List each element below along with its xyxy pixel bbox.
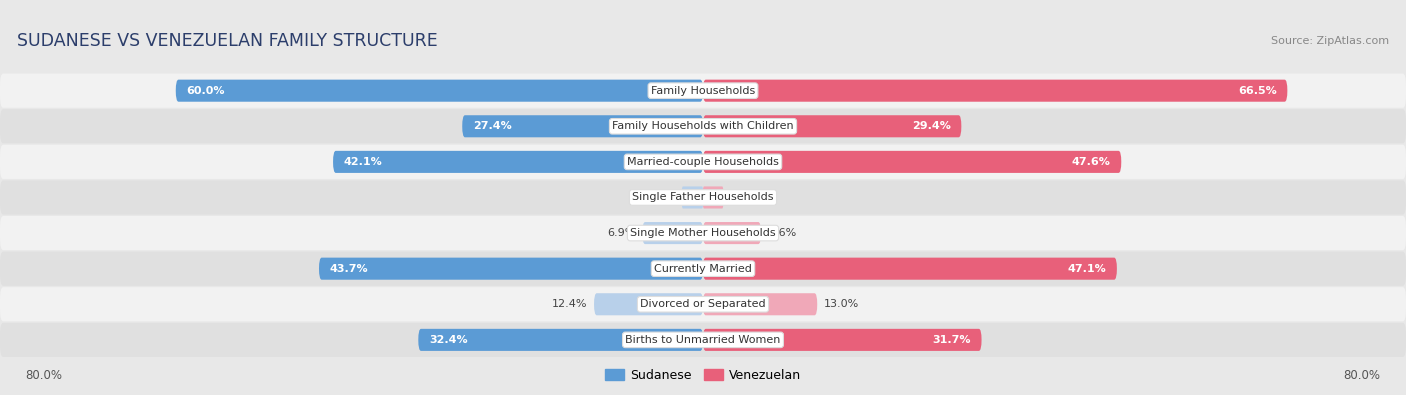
FancyBboxPatch shape (0, 109, 1406, 143)
Text: Married-couple Households: Married-couple Households (627, 157, 779, 167)
Text: 42.1%: 42.1% (343, 157, 382, 167)
FancyBboxPatch shape (703, 222, 761, 244)
Text: Births to Unmarried Women: Births to Unmarried Women (626, 335, 780, 345)
Text: Family Households with Children: Family Households with Children (612, 121, 794, 131)
Text: Single Father Households: Single Father Households (633, 192, 773, 203)
FancyBboxPatch shape (703, 186, 723, 209)
Text: 27.4%: 27.4% (472, 121, 512, 131)
Text: 60.0%: 60.0% (187, 86, 225, 96)
FancyBboxPatch shape (0, 181, 1406, 214)
Legend: Sudanese, Venezuelan: Sudanese, Venezuelan (600, 364, 806, 387)
Text: 32.4%: 32.4% (429, 335, 467, 345)
FancyBboxPatch shape (463, 115, 703, 137)
Text: 29.4%: 29.4% (912, 121, 950, 131)
FancyBboxPatch shape (0, 216, 1406, 250)
FancyBboxPatch shape (703, 151, 1122, 173)
Text: 47.6%: 47.6% (1071, 157, 1111, 167)
FancyBboxPatch shape (0, 323, 1406, 357)
Text: 6.6%: 6.6% (768, 228, 796, 238)
Text: 6.9%: 6.9% (607, 228, 636, 238)
Text: 80.0%: 80.0% (25, 369, 62, 382)
FancyBboxPatch shape (0, 73, 1406, 108)
FancyBboxPatch shape (419, 329, 703, 351)
FancyBboxPatch shape (0, 287, 1406, 322)
Text: Family Households: Family Households (651, 86, 755, 96)
FancyBboxPatch shape (0, 145, 1406, 179)
Text: Source: ZipAtlas.com: Source: ZipAtlas.com (1271, 36, 1389, 46)
Text: Single Mother Households: Single Mother Households (630, 228, 776, 238)
Text: 31.7%: 31.7% (932, 335, 972, 345)
Text: 2.4%: 2.4% (647, 192, 675, 203)
FancyBboxPatch shape (703, 80, 1288, 102)
FancyBboxPatch shape (703, 329, 981, 351)
Text: 47.1%: 47.1% (1067, 264, 1107, 274)
Text: 2.3%: 2.3% (730, 192, 759, 203)
Text: 80.0%: 80.0% (1344, 369, 1381, 382)
FancyBboxPatch shape (703, 115, 962, 137)
FancyBboxPatch shape (319, 258, 703, 280)
Text: 66.5%: 66.5% (1239, 86, 1277, 96)
FancyBboxPatch shape (0, 252, 1406, 286)
FancyBboxPatch shape (703, 258, 1116, 280)
Text: Currently Married: Currently Married (654, 264, 752, 274)
FancyBboxPatch shape (333, 151, 703, 173)
FancyBboxPatch shape (643, 222, 703, 244)
Text: Divorced or Separated: Divorced or Separated (640, 299, 766, 309)
Text: SUDANESE VS VENEZUELAN FAMILY STRUCTURE: SUDANESE VS VENEZUELAN FAMILY STRUCTURE (17, 32, 437, 50)
FancyBboxPatch shape (703, 293, 817, 315)
Text: 13.0%: 13.0% (824, 299, 859, 309)
FancyBboxPatch shape (682, 186, 703, 209)
Text: 12.4%: 12.4% (551, 299, 588, 309)
FancyBboxPatch shape (176, 80, 703, 102)
Text: 43.7%: 43.7% (329, 264, 368, 274)
FancyBboxPatch shape (593, 293, 703, 315)
